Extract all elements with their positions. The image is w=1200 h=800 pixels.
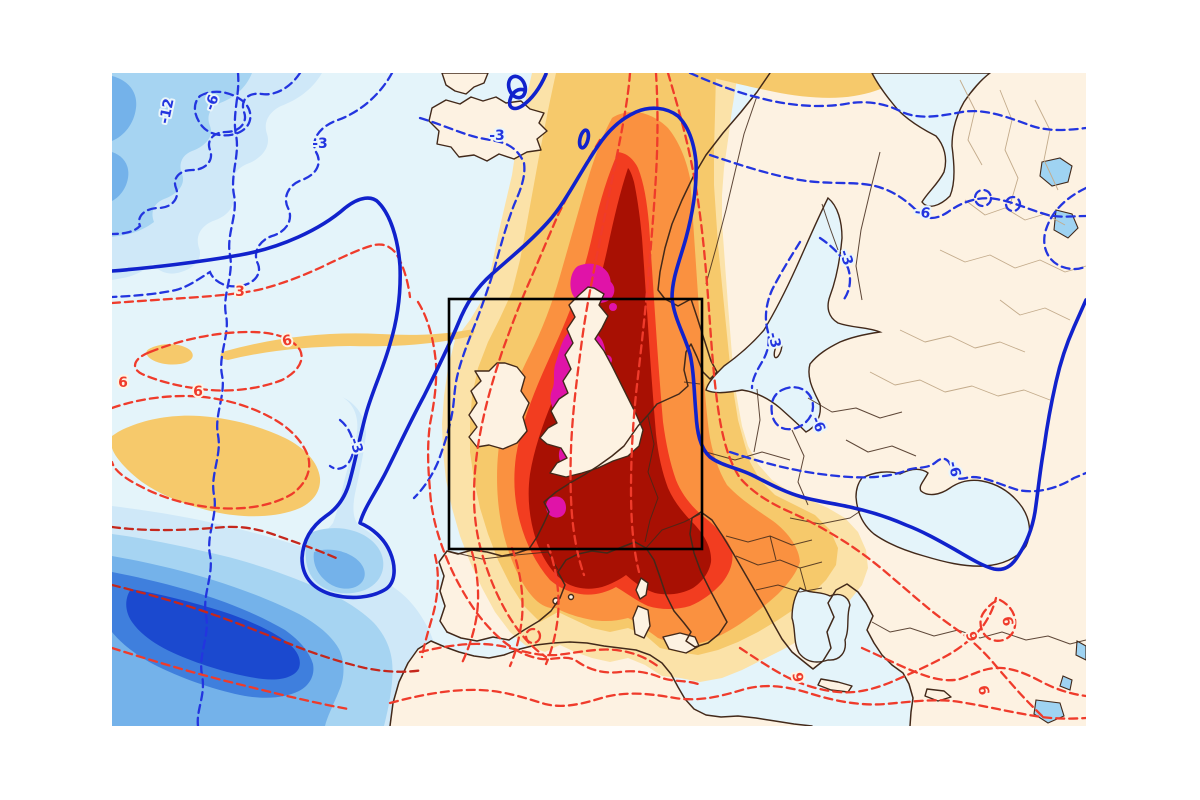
contour-label: 3 [235, 284, 245, 300]
region-highlight-box [447, 297, 704, 551]
contour-label: 9 [788, 672, 805, 684]
contour-label: 6 [193, 384, 203, 400]
land-layer [390, 73, 1086, 726]
iceland [428, 96, 548, 162]
contour-label: -3 [764, 331, 783, 350]
zero-line [112, 73, 1086, 600]
contour-label: -6 [944, 460, 963, 479]
lake-ladoga [1039, 157, 1073, 187]
contour-label: -6 [914, 204, 932, 222]
contour-label: -3 [346, 436, 366, 456]
africa-land [390, 641, 812, 726]
coastlines [389, 73, 914, 726]
ireland [468, 362, 530, 450]
contour-label: -3 [836, 248, 856, 268]
islands [428, 73, 952, 702]
great-britain [539, 286, 644, 478]
contour-label: -3 [489, 128, 505, 144]
aegean-sea [791, 587, 851, 663]
black-sea [855, 468, 1031, 567]
country-borders [447, 79, 1086, 645]
contour-label: 6 [118, 375, 128, 391]
eurasia-land [439, 73, 1086, 726]
seas-overlay [705, 73, 1086, 724]
contour-label: -3 [312, 136, 328, 152]
positive-contours [112, 73, 1086, 720]
baltic-sea [705, 196, 883, 433]
greenland-tip [441, 73, 489, 95]
white-sea [871, 73, 992, 207]
